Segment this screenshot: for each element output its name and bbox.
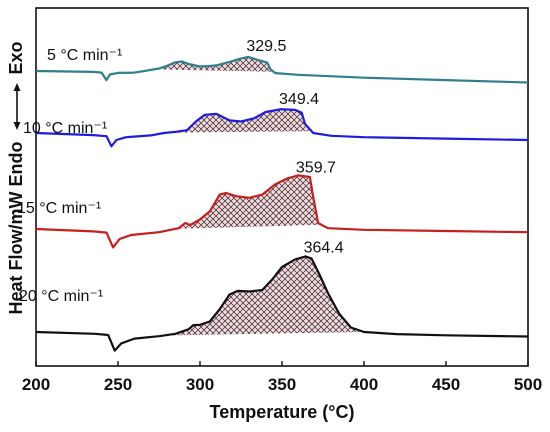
endo-exo-arrow-icon [13,83,21,130]
y-axis-label-exo: Exo [6,41,26,74]
peak-labels: 329.5 349.4 359.7 364.4 [246,38,343,256]
series-labels: 5 °C min⁻¹ 10 °C min⁻¹ 15 °C min⁻¹ 20 °C… [17,47,122,305]
dsc-curves [35,55,529,352]
hatched-peak-areas [154,57,364,336]
x-tick-label: 450 [432,375,460,394]
peak-area [167,109,312,133]
series-line [35,55,529,84]
peak-label-5: 329.5 [246,38,286,55]
x-tick-label: 350 [268,375,296,394]
series-label-15: 15 °C min⁻¹ [17,200,101,217]
x-tick-label: 200 [22,375,50,394]
peak-label-20: 364.4 [304,239,344,256]
peak-area [154,57,274,72]
x-tick-label: 500 [514,375,542,394]
x-tick-label: 400 [350,375,378,394]
series-label-5: 5 °C min⁻¹ [47,47,122,64]
y-axis-label: Heat Flow/mW Endo [6,142,26,315]
peak-area [163,256,364,336]
series-line [35,174,529,249]
x-tick-label: 300 [186,375,214,394]
peak-area [175,175,322,229]
x-axis-label: Temperature (°C) [210,402,355,422]
peak-label-10: 349.4 [279,91,319,108]
x-tick-labels: 200 250 300 350 400 450 500 [22,375,542,394]
series-line [35,255,529,352]
x-tick-label: 250 [104,375,132,394]
y-axis-label-group: Heat Flow/mW Endo Exo [6,41,26,314]
x-axis-ticks [35,361,529,366]
series-line [35,108,529,148]
peak-label-15: 359.7 [296,159,336,176]
series-label-20: 20 °C min⁻¹ [19,288,103,305]
series-label-10: 10 °C min⁻¹ [23,120,107,137]
